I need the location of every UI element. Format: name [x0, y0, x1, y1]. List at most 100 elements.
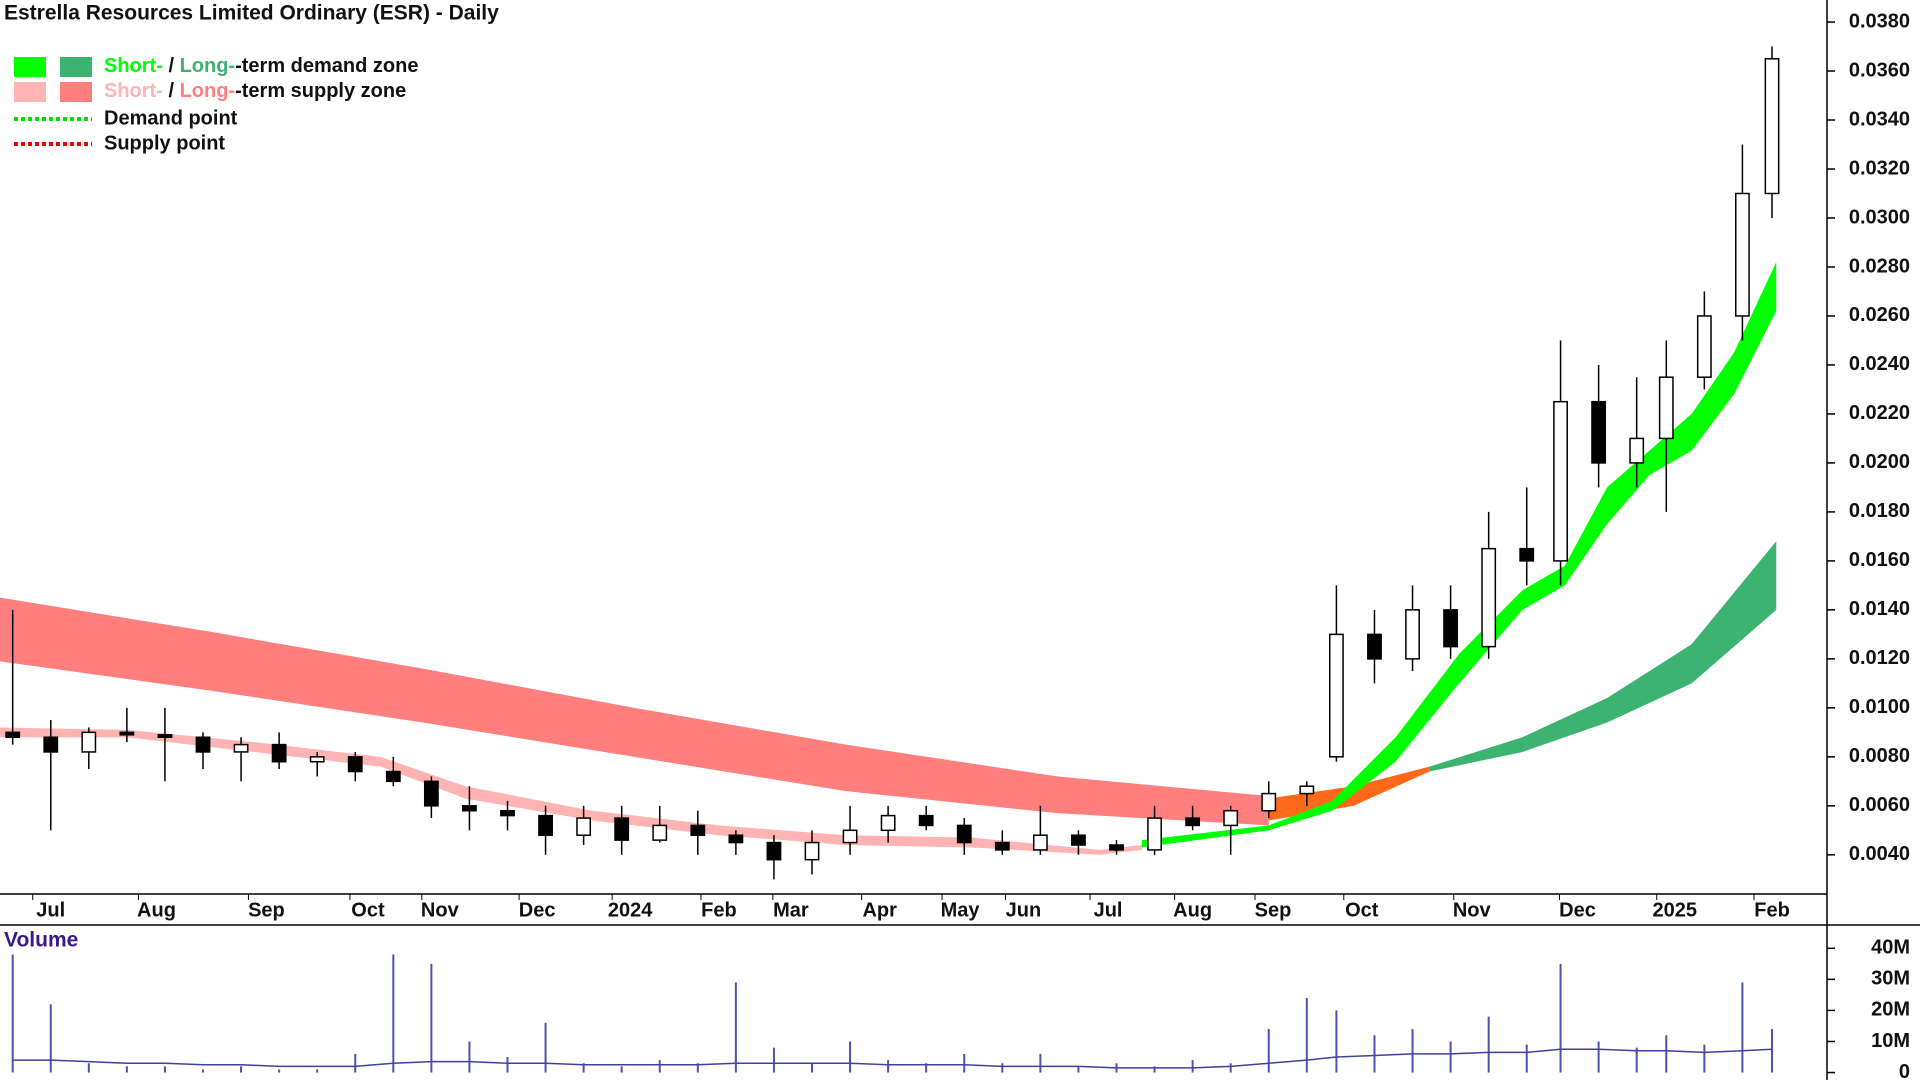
- y-tick-label: 0.0100: [1849, 696, 1910, 718]
- legend-rest: -term supply zone: [235, 80, 406, 102]
- x-tick-label: 2025: [1653, 899, 1698, 921]
- candle-body: [195, 736, 211, 753]
- legend-swatch: [14, 82, 46, 102]
- candle-body: [1443, 609, 1459, 648]
- x-tick-label: Feb: [701, 899, 737, 921]
- candle-body: [1071, 834, 1086, 846]
- legend-short: Short-: [104, 55, 163, 77]
- candle-body: [690, 824, 706, 836]
- legend-sep: /: [163, 55, 180, 77]
- candle-body: [728, 834, 744, 844]
- candle-body: [1519, 547, 1535, 562]
- candle-body: [1629, 437, 1645, 464]
- candle-body: [1032, 834, 1048, 851]
- y-tick-label: 0: [1899, 1061, 1910, 1080]
- y-tick-label: 0.0300: [1849, 206, 1910, 228]
- candle-body: [614, 817, 630, 841]
- candle-body: [1696, 315, 1712, 378]
- y-tick-label: 30M: [1871, 968, 1910, 990]
- candle-body: [157, 734, 173, 738]
- y-tick-label: 0.0060: [1849, 794, 1910, 816]
- y-tick-label: 20M: [1871, 999, 1910, 1021]
- x-tick-label: 2024: [608, 899, 653, 921]
- x-tick-label: Aug: [1173, 899, 1212, 921]
- volume-average: [12, 1048, 1773, 1069]
- candle-body: [1261, 792, 1277, 812]
- candle-body: [1329, 633, 1344, 758]
- zone-band: [1429, 541, 1777, 772]
- y-tick-label: 0.0220: [1849, 402, 1910, 424]
- zones: [0, 262, 1777, 855]
- volume-title: Volume: [4, 929, 78, 952]
- y-tick-label: 0.0260: [1849, 304, 1910, 326]
- x-tick-label: Sep: [248, 899, 285, 921]
- y-tick-label: 0.0340: [1849, 108, 1910, 130]
- candle-body: [271, 743, 287, 763]
- y-tick-label: 10M: [1871, 1030, 1910, 1052]
- x-tick-label: Dec: [1559, 899, 1596, 921]
- x-tick-label: Jul: [36, 899, 65, 921]
- y-tick-label: 0.0160: [1849, 549, 1910, 571]
- x-tick-label: Nov: [1453, 899, 1492, 921]
- candle-body: [385, 770, 401, 783]
- candle-body: [43, 736, 59, 753]
- candle-body: [918, 814, 934, 827]
- legend-sep: /: [163, 80, 180, 102]
- x-tick-label: Sep: [1255, 899, 1292, 921]
- x-tick-label: Jun: [1006, 899, 1042, 921]
- x-tick-label: Apr: [862, 899, 897, 921]
- candle-body: [1658, 376, 1674, 440]
- legend-swatch: [60, 82, 92, 102]
- candle-body: [538, 814, 553, 836]
- legend-short: Short-: [104, 80, 163, 102]
- legend-long: Long-: [180, 80, 236, 102]
- candle-body: [956, 824, 972, 844]
- y-tick-label: 0.0380: [1849, 10, 1910, 32]
- legend-label: Supply point: [104, 132, 225, 154]
- x-tick-label: May: [941, 899, 981, 921]
- candle-body: [1299, 785, 1315, 795]
- x-tick-label: Oct: [1345, 899, 1379, 921]
- x-tick-label: Mar: [773, 899, 809, 921]
- candle-body: [500, 809, 515, 817]
- candle-body: [5, 731, 21, 738]
- x-tick-label: Jul: [1094, 899, 1123, 921]
- x-tick-label: Dec: [519, 899, 556, 921]
- legend-label: Short- / Long--term demand zone: [104, 55, 418, 77]
- candle-body: [309, 756, 325, 763]
- legend-swatch: [14, 57, 46, 77]
- candle-body: [1553, 400, 1568, 562]
- y-tick-label: 0.0280: [1849, 255, 1910, 277]
- y-tick-label: 0.0040: [1849, 843, 1910, 865]
- candle-body: [576, 817, 592, 836]
- candle-body: [880, 814, 896, 832]
- candle-body: [347, 756, 363, 773]
- candle-body: [766, 841, 782, 861]
- candle-body: [1223, 809, 1239, 827]
- x-tick-label: Feb: [1754, 899, 1790, 921]
- candle-body: [652, 824, 668, 841]
- y-tick-label: 0.0320: [1849, 157, 1910, 179]
- candle-body: [1764, 58, 1780, 195]
- candle-body: [233, 743, 249, 753]
- candle-body: [1185, 817, 1201, 827]
- y-tick-label: 0.0200: [1849, 451, 1910, 473]
- candle-body: [1109, 844, 1124, 851]
- x-tick-label: Aug: [137, 899, 176, 921]
- candle-body: [842, 829, 858, 844]
- candle-body: [1405, 609, 1420, 660]
- candle-body: [462, 805, 477, 812]
- y-tick-label: 0.0080: [1849, 745, 1910, 767]
- candle-body: [1591, 400, 1607, 464]
- legend-long: Long-: [180, 55, 236, 77]
- y-tick-label: 0.0140: [1849, 598, 1910, 620]
- x-tick-label: Nov: [421, 899, 460, 921]
- y-tick-label: 0.0360: [1849, 59, 1910, 81]
- legend-swatch: [60, 57, 92, 77]
- candle-body: [1367, 633, 1382, 660]
- x-tick-label: Oct: [351, 899, 385, 921]
- legend-label: Demand point: [104, 107, 238, 129]
